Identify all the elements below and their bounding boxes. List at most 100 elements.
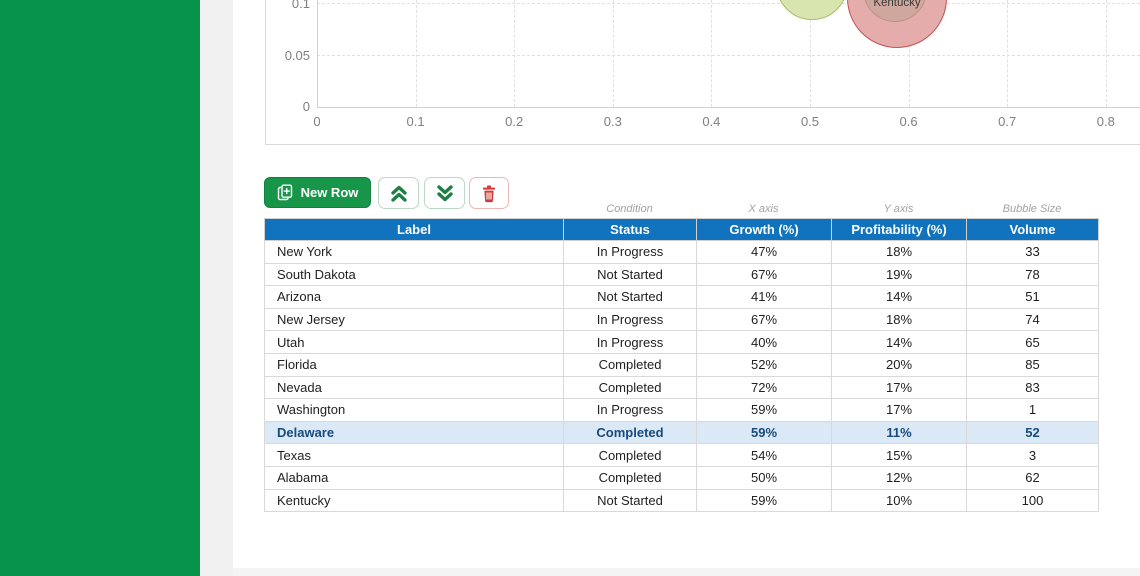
- cell-status: In Progress: [563, 398, 697, 422]
- gridline-y-0.1: [317, 3, 1140, 4]
- cell-volume: 83: [966, 375, 1099, 400]
- cell-volume: 74: [966, 307, 1099, 332]
- column-header[interactable]: Growth (%): [696, 218, 832, 241]
- x-tick-label: 0.8: [1096, 114, 1115, 129]
- cell-profitability: 20%: [831, 352, 967, 377]
- column-header[interactable]: Profitability (%): [831, 218, 967, 241]
- cell-label: Alabama: [264, 465, 564, 490]
- cell-label: Kentucky: [264, 488, 564, 513]
- cell-profitability: 11%: [831, 420, 967, 445]
- table-row[interactable]: Kentucky Not Started 59% 10% 100: [264, 488, 1099, 513]
- cell-status: Not Started: [563, 285, 697, 309]
- x-tick-label: 0.6: [899, 114, 918, 129]
- cell-status: Completed: [563, 443, 697, 467]
- double-chevron-down-icon: [435, 184, 455, 203]
- cell-volume: 100: [966, 488, 1099, 513]
- move-row-up-button[interactable]: [378, 177, 419, 209]
- table-body: New York In Progress 47% 18% 33 South Dakota N…: [264, 240, 1099, 513]
- column-header[interactable]: Label: [264, 218, 564, 241]
- data-table: Label Status Growth (%) Profitability (%) Vo…: [264, 218, 1099, 513]
- x-tick-label: 0.3: [603, 114, 622, 129]
- cell-volume: 51: [966, 285, 1099, 309]
- cell-growth: 52%: [696, 352, 832, 377]
- bubble-label: Kentucky: [873, 0, 921, 9]
- cell-label: Utah: [264, 330, 564, 354]
- gridline-y-0.05: [317, 55, 1140, 56]
- cell-growth: 54%: [696, 443, 832, 467]
- left-green-panel: [0, 0, 200, 576]
- delete-row-button[interactable]: [469, 177, 509, 209]
- cell-status: In Progress: [563, 330, 697, 354]
- cell-volume: 33: [966, 240, 1099, 264]
- gridline-x: [810, 0, 811, 107]
- cell-profitability: 18%: [831, 307, 967, 332]
- group-label-x-axis: X axis: [748, 203, 779, 215]
- cell-growth: 41%: [696, 285, 832, 309]
- cell-profitability: 17%: [831, 398, 967, 422]
- cell-label: Nevada: [264, 375, 564, 400]
- cell-label: New York: [264, 240, 564, 264]
- group-label-condition: Condition: [606, 203, 653, 215]
- cell-growth: 40%: [696, 330, 832, 354]
- y-tick-label: 0: [302, 99, 310, 114]
- cell-profitability: 10%: [831, 488, 967, 513]
- cell-status: Not Started: [563, 262, 697, 287]
- cell-profitability: 12%: [831, 465, 967, 490]
- gridline-x: [415, 0, 417, 107]
- cell-growth: 67%: [696, 262, 832, 287]
- table-row[interactable]: Nevada Completed 72% 17% 83: [264, 375, 1099, 400]
- cell-label: Texas: [264, 443, 564, 467]
- cell-growth: 50%: [696, 465, 832, 490]
- column-header[interactable]: Status: [563, 218, 697, 241]
- table-row[interactable]: Delaware Completed 59% 11% 52: [264, 420, 1099, 445]
- cell-profitability: 14%: [831, 330, 967, 354]
- cell-growth: 59%: [696, 488, 832, 513]
- cell-profitability: 15%: [831, 443, 967, 467]
- table-row[interactable]: Texas Completed 54% 15% 3: [264, 443, 1099, 467]
- horizontal-scrollbar[interactable]: [233, 568, 1140, 576]
- cell-volume: 78: [966, 262, 1099, 287]
- chart-y-axis-line: [317, 0, 318, 107]
- table-row[interactable]: Washington In Progress 59% 17% 1: [264, 398, 1099, 422]
- table-row[interactable]: Alabama Completed 50% 12% 62: [264, 465, 1099, 490]
- cell-label: New Jersey: [264, 307, 564, 332]
- table-row[interactable]: New York In Progress 47% 18% 33: [264, 240, 1099, 264]
- cell-volume: 3: [966, 443, 1099, 467]
- table-row[interactable]: Florida Completed 52% 20% 85: [264, 352, 1099, 377]
- cell-volume: 65: [966, 330, 1099, 354]
- cell-profitability: 19%: [831, 262, 967, 287]
- x-tick-label: 0.4: [702, 114, 721, 129]
- gridline-x: [1105, 0, 1107, 107]
- bubble-chart-card: [265, 0, 1140, 145]
- cell-label: South Dakota: [264, 262, 564, 287]
- chart-x-axis-line: [317, 107, 1140, 108]
- vertical-scroll-gutter: [200, 0, 233, 576]
- move-row-down-button[interactable]: [424, 177, 465, 209]
- table-header-row: Label Status Growth (%) Profitability (%) Vo…: [264, 218, 1099, 241]
- cell-label: Delaware: [264, 420, 564, 445]
- gridline-x: [1007, 0, 1009, 107]
- gridline-x: [514, 0, 516, 107]
- cell-status: Completed: [563, 352, 697, 377]
- table-row[interactable]: South Dakota Not Started 67% 19% 78: [264, 262, 1099, 287]
- cell-volume: 62: [966, 465, 1099, 490]
- cell-growth: 47%: [696, 240, 832, 264]
- cell-status: In Progress: [563, 307, 697, 332]
- y-tick-label: 0.05: [284, 48, 310, 63]
- x-tick-label: 0.5: [800, 114, 820, 129]
- cell-growth: 67%: [696, 307, 832, 332]
- table-row[interactable]: Utah In Progress 40% 14% 65: [264, 330, 1099, 354]
- cell-status: Not Started: [563, 488, 697, 513]
- cell-status: In Progress: [563, 240, 697, 264]
- cell-status: Completed: [563, 465, 697, 490]
- cell-volume: 1: [966, 398, 1099, 422]
- table-row[interactable]: Arizona Not Started 41% 14% 51: [264, 285, 1099, 309]
- new-row-button[interactable]: New Row: [264, 177, 371, 208]
- column-header[interactable]: Volume: [966, 218, 1099, 241]
- cell-volume: 85: [966, 352, 1099, 377]
- x-tick-label: 0: [313, 114, 321, 129]
- cell-growth: 59%: [696, 398, 832, 422]
- table-row[interactable]: New Jersey In Progress 67% 18% 74: [264, 307, 1099, 332]
- cell-label: Washington: [264, 398, 564, 422]
